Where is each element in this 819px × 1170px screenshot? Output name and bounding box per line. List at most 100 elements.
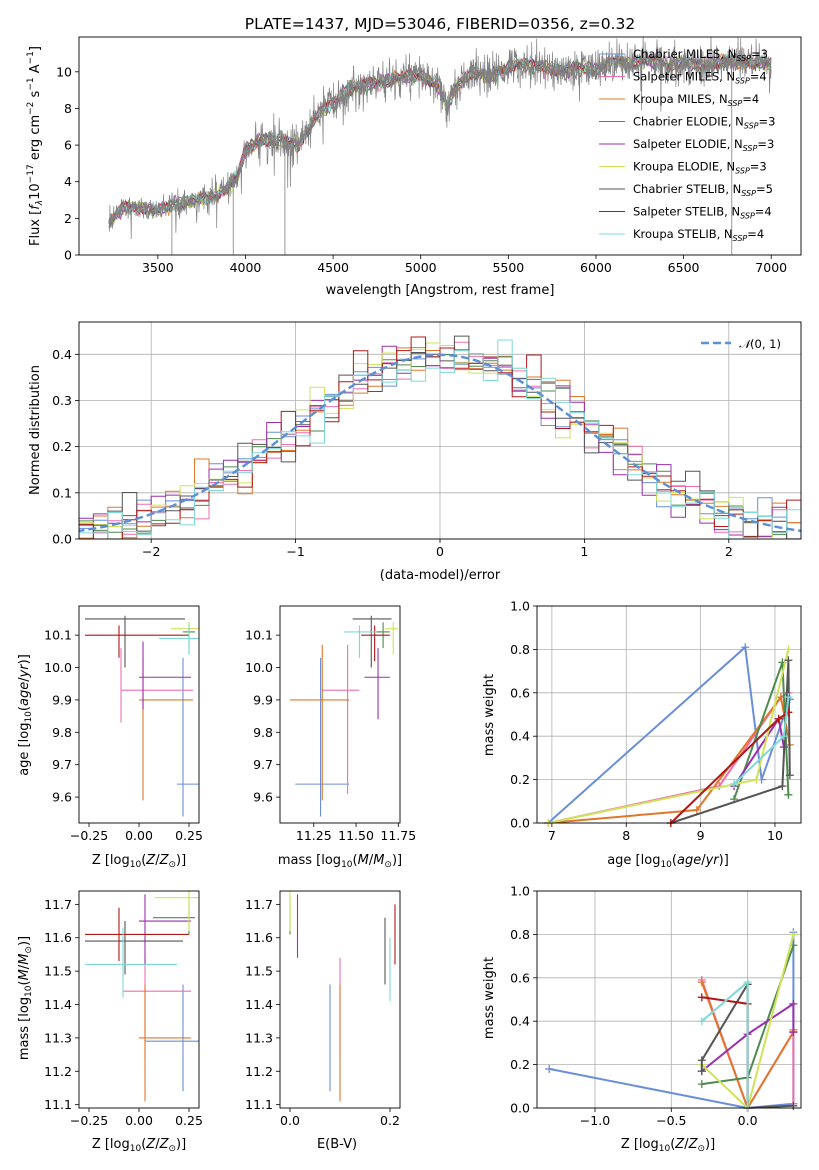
x-tick-label: 7000 [755,260,787,275]
y-tick-label: 6 [64,138,72,153]
y-tick-label: 11.5 [44,964,72,979]
weight-marker [692,805,701,814]
ebv-x-label: E(B-V) [317,1137,357,1152]
weight-marker [784,693,793,702]
histogram-x-label: (data-model)/error [380,568,501,583]
axes-frame [78,890,200,1109]
y-tick-label: 11.4 [44,997,72,1012]
weight-marker [697,1080,706,1089]
y-tick-label: 9.6 [52,790,72,805]
x-tick-label: 7 [548,828,556,843]
y-tick-label: 11.3 [44,1030,72,1045]
mass-y-label: mass [log10(M/M⊙)] [17,936,34,1060]
weight-marker [789,999,798,1008]
x-tick-label: 8 [622,828,630,843]
x-tick-label: 11.50 [338,828,374,843]
x-tick-label: 6500 [668,260,700,275]
spectrum-panel: 3500 4000 4500 5000 5500 6000 6500 7000 0 2 4 6 8 10 C… [56,36,802,275]
legend-label: Salpeter STELIB, NSSP=4 [633,205,772,221]
metallicity-x-label-bottom-right: Z [log10(Z/Z⊙)] [621,1137,715,1154]
weight-marker [730,779,739,788]
mass-vs-metallicity-panel: −0.25 0.00 0.25 11.1 11.2 11.3 11.4 11.5 11.6 11.… [44,890,203,1128]
metallicity-x-label-bottom-left: Z [log10(Z/Z⊙)] [92,1137,186,1154]
x-tick-label: 0.25 [175,1113,203,1128]
y-tick-label: 0.2 [510,772,530,787]
histogram-y-label: Normed distribution [28,365,43,495]
x-tick-label: −0.25 [70,828,108,843]
axes-frame [78,321,802,540]
y-tick-label: 0.0 [52,532,72,547]
y-tick-label: 0.2 [52,439,72,454]
legend-label: Chabrier MILES, NSSP=3 [633,47,768,63]
x-tick-label: −0.5 [656,1113,686,1128]
spectrum-x-label: wavelength [Angstrom, rest frame] [326,283,555,298]
y-tick-label: 0.8 [510,927,530,942]
weight-marker [789,930,798,939]
weight-marker [697,1056,706,1065]
histogram-series [79,339,801,539]
figure-title: PLATE=1437, MJD=53046, FIBERID=0356, z=0… [245,15,635,33]
legend-label: Chabrier STELIB, NSSP=5 [633,182,773,198]
x-tick-label: 0.0 [280,1113,300,1128]
x-tick-label: 3500 [142,260,174,275]
y-tick-label: 0.6 [510,970,530,985]
axes-frame [78,36,802,256]
x-tick-label: 0.25 [175,828,203,843]
weight-marker [752,775,761,784]
weight-marker [697,1067,706,1076]
axes-frame [279,890,401,1109]
y-tick-label: 11.7 [245,897,273,912]
x-tick-label: 0.2 [380,1113,400,1128]
axes-frame [78,605,200,824]
x-tick-label: 4500 [317,260,349,275]
mass-weight-y-label-top: mass weight [482,674,497,756]
weight-marker [778,782,787,791]
x-tick-label: 11.25 [296,828,332,843]
x-tick-label: −1.0 [580,1113,610,1128]
y-tick-label: 0.4 [510,729,530,744]
axes-frame [279,605,401,824]
y-tick-label: 0.3 [52,393,72,408]
weight-marker [697,1017,706,1026]
y-tick-label: 4 [64,174,72,189]
x-tick-label: −2 [142,544,160,559]
x-tick-label: 0 [436,544,444,559]
mass-vs-ebv-panel: 0.0 0.2 11.1 11.2 11.3 11.4 11.5 11.6 11.7 [245,890,401,1128]
age-x-label: age [log10(age/yr)] [607,853,729,870]
x-tick-label: 6000 [580,260,612,275]
x-tick-label: 9 [697,828,705,843]
mass-weight-vs-age-panel: 7 8 9 10 0.0 0.2 0.4 0.6 0.8 1.0 [510,599,802,843]
weight-marker [784,645,793,654]
y-tick-label: 9.6 [253,790,273,805]
spectrum-y-label: Flux [fλ10−17 erg cm−2 s−1 A−1] [26,46,45,246]
x-tick-label: −1 [286,544,304,559]
legend-label: Kroupa STELIB, NSSP=4 [633,227,764,243]
y-tick-label: 0 [64,248,72,263]
weight-marker [741,643,750,652]
legend-label: Kroupa MILES, NSSP=4 [633,92,759,108]
observed-spectrum [108,37,772,240]
y-tick-label: 11.2 [245,1064,273,1079]
y-tick-label: 0.8 [510,642,530,657]
age-vs-mass-panel: 11.25 11.50 11.75 9.6 9.7 9.8 9.9 10.0 10.1 [245,605,416,843]
x-tick-label: 0.00 [125,1113,153,1128]
weight-marker [545,1064,554,1073]
y-tick-label: 11.2 [44,1064,72,1079]
weight-marker [697,978,706,987]
mass-x-label: mass [log10(M/M⊙)] [278,853,402,870]
y-tick-label: 8 [64,101,72,116]
weight-marker [774,714,783,723]
mass-weight-y-label-bottom: mass weight [482,957,497,1039]
x-tick-label: 11.75 [380,828,416,843]
y-tick-label: 0.4 [510,1014,530,1029]
x-tick-label: 0.0 [738,1113,758,1128]
y-tick-label: 9.7 [253,757,273,772]
y-tick-label: 11.6 [44,930,72,945]
y-tick-label: 11.4 [245,997,273,1012]
y-tick-label: 0.4 [52,347,72,362]
y-tick-label: 1.0 [510,599,530,614]
legend-label: Chabrier ELODIE, NSSP=3 [633,115,775,131]
x-tick-label: 2 [725,544,733,559]
weight-marker [743,978,752,987]
